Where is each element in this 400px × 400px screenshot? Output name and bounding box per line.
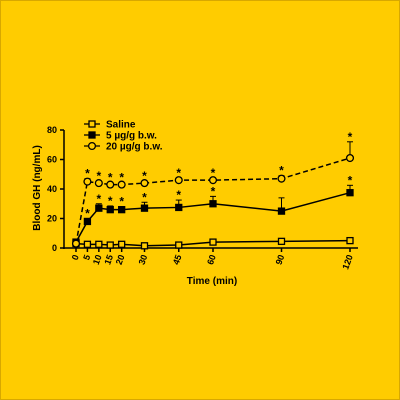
series-2: * * * * * * * * * bbox=[71, 130, 355, 248]
x-tick-label: 30 bbox=[137, 253, 150, 266]
data-point bbox=[106, 205, 114, 214]
data-point bbox=[95, 240, 103, 248]
y-tick-label: 60 bbox=[47, 155, 57, 165]
data-point bbox=[106, 180, 115, 189]
significance-star: * bbox=[142, 169, 147, 183]
data-point bbox=[174, 176, 183, 185]
significance-star: * bbox=[119, 195, 124, 209]
significance-star: * bbox=[108, 170, 113, 184]
series-line bbox=[75, 239, 351, 247]
legend-item: 5 µg/g b.w. bbox=[84, 131, 157, 142]
data-point bbox=[209, 238, 217, 246]
x-tick-label: 90 bbox=[274, 253, 287, 266]
significance-star: * bbox=[279, 164, 284, 178]
y-axis-title: Blood GH (ng/mL) bbox=[32, 145, 43, 231]
significance-star: * bbox=[348, 130, 353, 144]
data-point bbox=[140, 179, 149, 188]
x-tick-label: 5 bbox=[81, 253, 92, 261]
data-point bbox=[140, 242, 149, 250]
data-point bbox=[117, 180, 126, 189]
significance-star: * bbox=[176, 188, 181, 202]
significance-star: * bbox=[108, 194, 113, 208]
data-point bbox=[277, 174, 286, 183]
data-point bbox=[118, 240, 126, 248]
series-line bbox=[75, 191, 351, 243]
data-point bbox=[140, 204, 149, 212]
y-tick-label: 20 bbox=[47, 214, 57, 224]
x-axis-title: Time (min) bbox=[187, 276, 237, 287]
legend-marker bbox=[88, 120, 96, 128]
significance-star: * bbox=[85, 207, 90, 221]
data-point bbox=[346, 236, 354, 245]
significance-star: * bbox=[96, 169, 101, 183]
data-point bbox=[277, 207, 286, 215]
series-1: * * * * * * * * bbox=[72, 173, 354, 246]
data-point bbox=[175, 203, 183, 212]
x-tick-label: 45 bbox=[171, 253, 184, 266]
x-tick-label: 20 bbox=[114, 253, 127, 266]
legend-label: 5 µg/g b.w. bbox=[106, 131, 157, 142]
y-tick-label: 80 bbox=[47, 125, 57, 135]
data-point bbox=[83, 240, 92, 248]
data-point bbox=[95, 204, 103, 212]
significance-star: * bbox=[142, 190, 147, 204]
x-tick-label: 120 bbox=[340, 253, 355, 271]
significance-star: * bbox=[176, 166, 181, 180]
data-point bbox=[346, 189, 354, 197]
data-point bbox=[83, 177, 92, 186]
x-tick-label: 10 bbox=[91, 253, 104, 266]
series-line bbox=[75, 157, 351, 244]
data-point bbox=[208, 176, 218, 185]
x-tick-label: 60 bbox=[205, 253, 218, 266]
data-point bbox=[277, 237, 286, 246]
data-point bbox=[345, 153, 355, 163]
x-tick-label: 0 bbox=[70, 253, 81, 261]
significance-star: * bbox=[211, 166, 216, 180]
significance-star: * bbox=[119, 170, 124, 184]
data-point bbox=[94, 179, 103, 188]
legend-marker bbox=[87, 141, 97, 151]
data-point bbox=[118, 205, 126, 214]
y-tick-label: 0 bbox=[52, 243, 57, 253]
significance-star: * bbox=[211, 184, 216, 198]
legend-marker bbox=[88, 131, 96, 139]
data-point bbox=[83, 217, 92, 226]
significance-star: * bbox=[96, 192, 101, 206]
series-layer: * * * * * * * * * * * * * * * * * bbox=[71, 130, 355, 250]
data-point bbox=[175, 241, 183, 249]
significance-star: * bbox=[85, 167, 90, 181]
data-point bbox=[209, 200, 217, 208]
data-point bbox=[106, 241, 114, 249]
y-tick-label: 40 bbox=[47, 184, 57, 194]
significance-star: * bbox=[348, 173, 353, 187]
legend-item: Saline bbox=[84, 120, 136, 131]
x-tick-label: 15 bbox=[102, 253, 115, 266]
y-ticks: 0 20 40 60 80 bbox=[47, 125, 64, 253]
legend-label: Saline bbox=[106, 120, 136, 131]
data-point bbox=[71, 239, 81, 248]
legend-label: 20 µg/g b.w. bbox=[106, 142, 163, 153]
legend-item: 20 µg/g b.w. bbox=[84, 142, 163, 153]
series-0 bbox=[72, 236, 354, 250]
